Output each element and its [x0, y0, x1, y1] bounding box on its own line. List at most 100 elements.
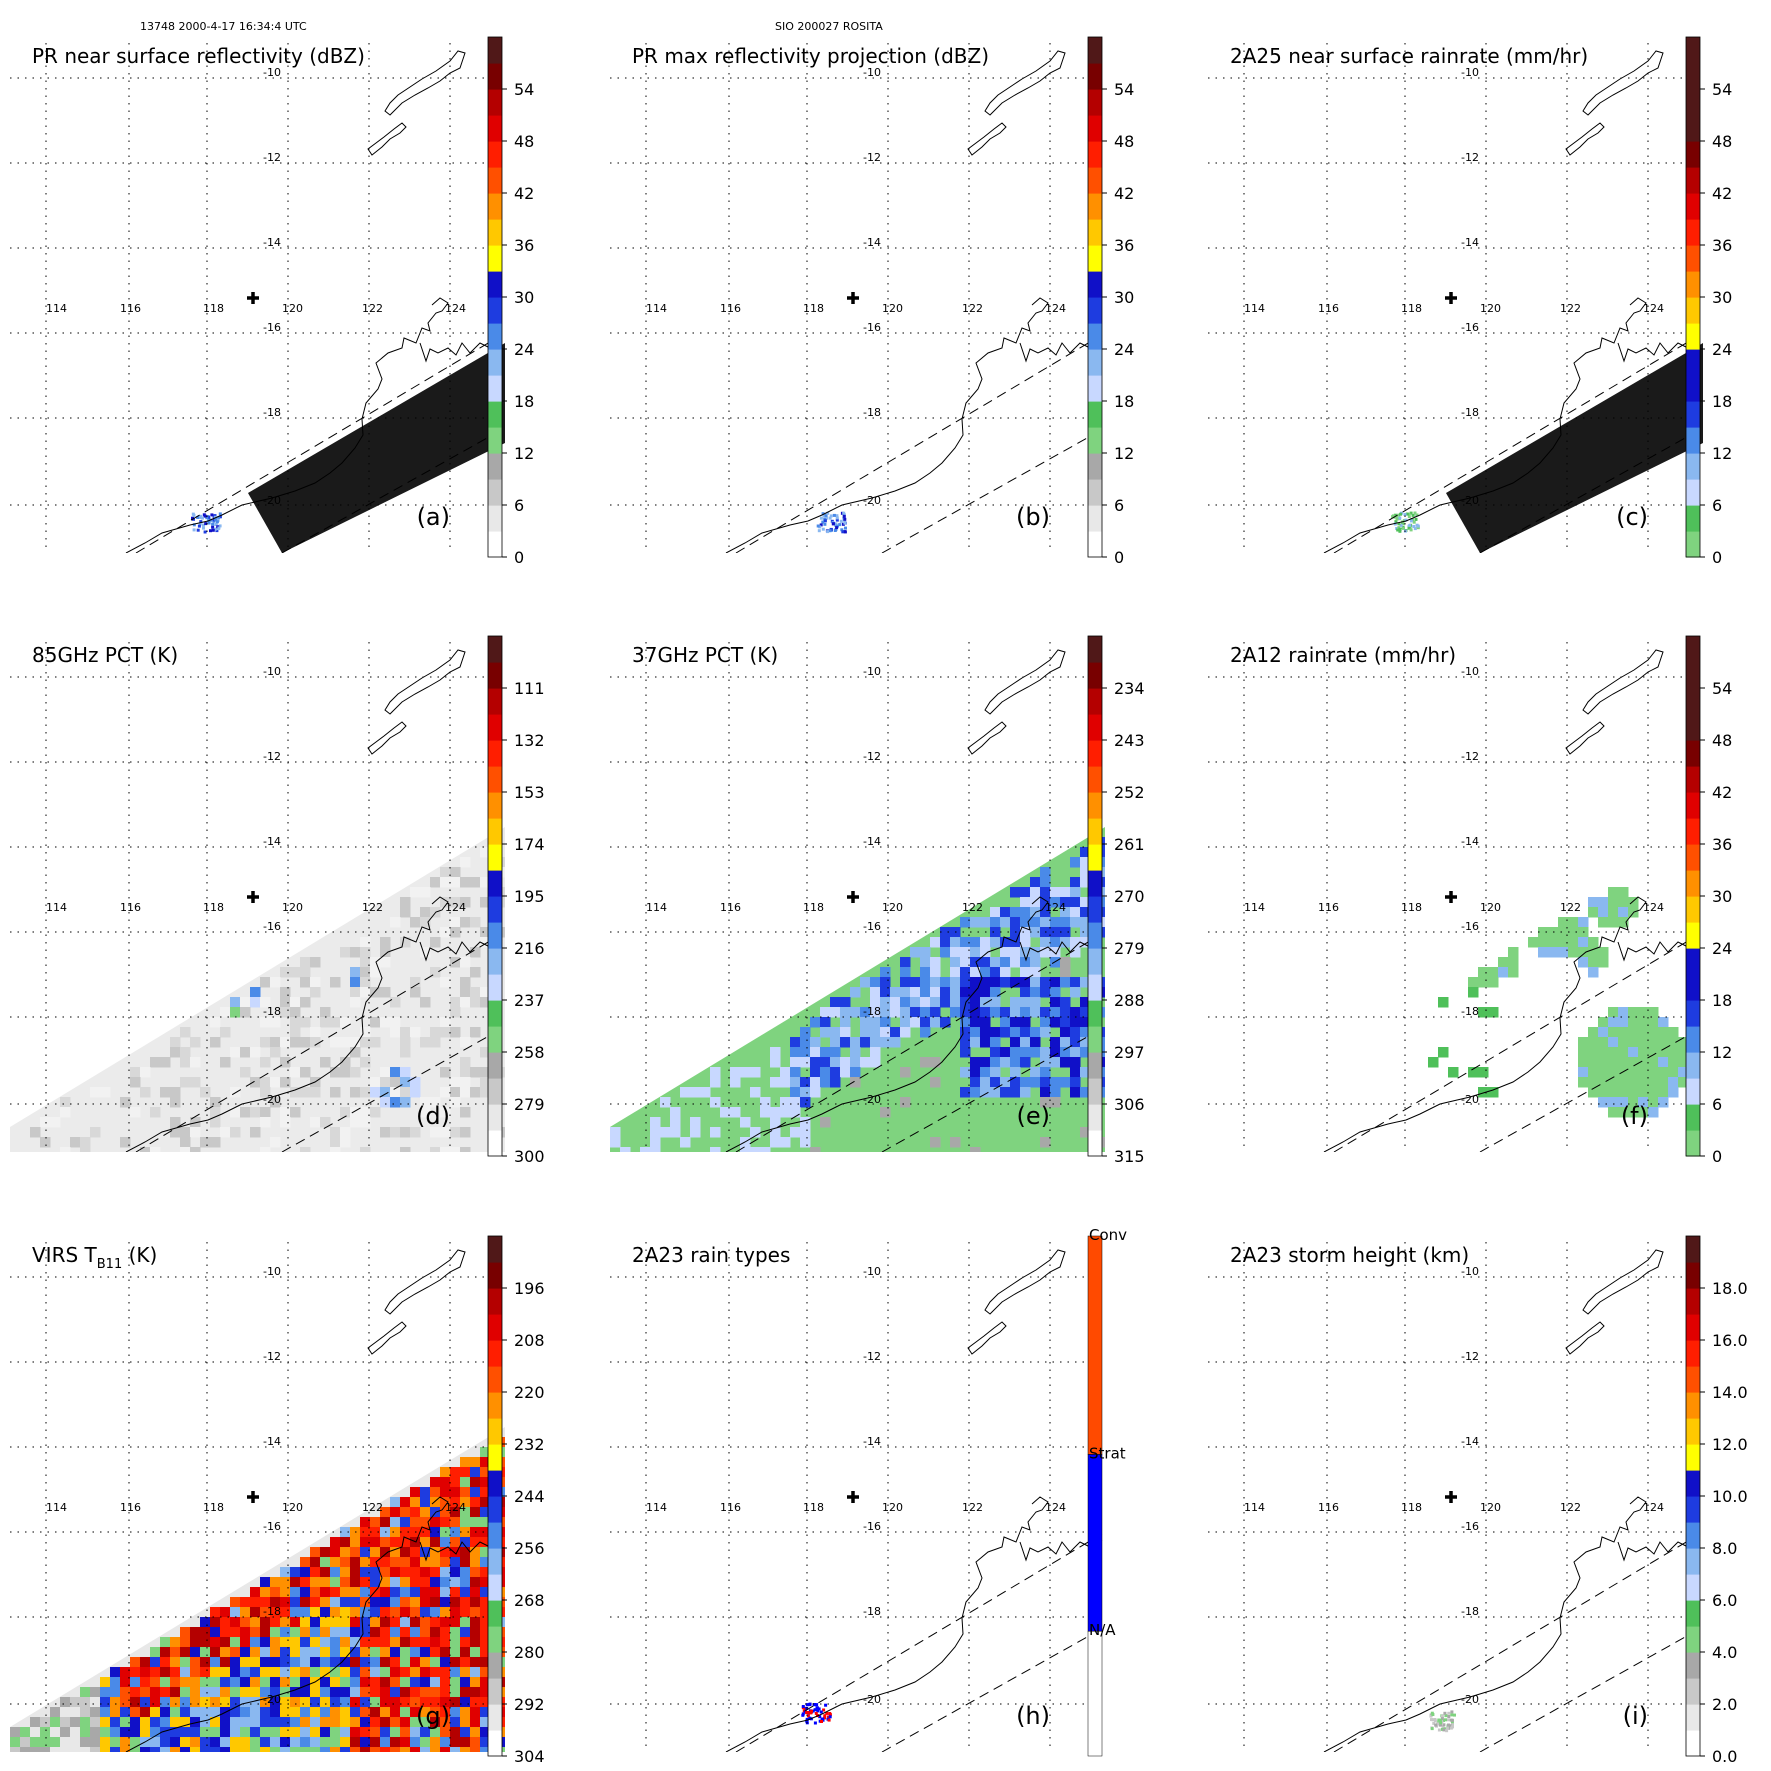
tmi-pixel — [810, 1087, 821, 1098]
colorbar-segment — [488, 974, 502, 1001]
coastline-east — [1617, 939, 1701, 962]
island-outline — [1582, 50, 1664, 116]
colorbar-segment — [1686, 818, 1700, 845]
tmi-pixel — [270, 1097, 281, 1108]
tmi-pixel — [320, 1737, 331, 1748]
tmi-pixel — [410, 1727, 421, 1738]
colorbar-segment — [488, 1026, 502, 1053]
tmi-pixel — [250, 1657, 261, 1668]
tmi-pixel — [340, 1627, 351, 1638]
tmi-pixel — [1050, 1087, 1061, 1098]
tmi-pixel — [290, 1617, 301, 1628]
tmi-pixel — [1050, 1007, 1061, 1018]
tmi-pixel — [190, 1707, 201, 1718]
tmi-pixel — [1628, 1077, 1639, 1088]
tmi-pixel — [370, 987, 381, 998]
tmi-pixel — [370, 1737, 381, 1748]
tmi-pixel — [470, 1707, 481, 1718]
colorbar-tick-label: 288 — [1114, 991, 1145, 1010]
colorbar-segment — [1686, 714, 1700, 741]
tmi-pixel — [160, 1637, 171, 1648]
rain-pixel — [824, 516, 828, 520]
tmi-pixel — [1100, 1027, 1105, 1038]
tmi-pixel — [430, 1517, 441, 1528]
tmi-pixel — [160, 1697, 171, 1708]
tmi-pixel — [220, 1637, 231, 1648]
colorbar-tick-label: 243 — [1114, 731, 1145, 750]
colorbar-tick-label: 48 — [1114, 132, 1134, 151]
colorbar-segment — [488, 636, 502, 663]
rain-pixel — [831, 522, 835, 526]
tmi-pixel — [1558, 947, 1569, 958]
tmi-pixel — [370, 1537, 381, 1548]
tmi-pixel — [1668, 1027, 1679, 1038]
tmi-pixel — [1040, 987, 1051, 998]
tmi-pixel — [40, 1117, 51, 1128]
tmi-pixel — [790, 1087, 801, 1098]
tmi-pixel — [470, 1607, 481, 1618]
tmi-pixel — [90, 1707, 101, 1718]
tmi-pixel — [930, 1077, 941, 1088]
tmi-pixel — [500, 1587, 505, 1598]
tmi-pixel — [370, 967, 381, 978]
tmi-pixel — [440, 1087, 451, 1098]
rain-pixel — [1431, 1718, 1435, 1722]
colorbar-segment — [488, 375, 502, 402]
tmi-pixel — [860, 1027, 871, 1038]
tmi-pixel — [300, 1637, 311, 1648]
panel-label: (d) — [416, 1102, 450, 1130]
tmi-pixel — [420, 947, 431, 958]
tmi-pixel — [910, 1017, 921, 1028]
tmi-pixel — [1020, 947, 1031, 958]
tmi-pixel — [470, 1487, 481, 1498]
tmi-pixel — [1498, 957, 1509, 968]
tmi-pixel — [170, 1667, 181, 1678]
tmi-pixel — [400, 1537, 411, 1548]
tmi-pixel — [310, 1607, 321, 1618]
tmi-pixel — [1100, 857, 1105, 868]
tmi-pixel — [1000, 1057, 1011, 1068]
tmi-pixel — [270, 1017, 281, 1028]
tmi-pixel — [930, 977, 941, 988]
tmi-pixel — [920, 1007, 931, 1018]
colorbar-segment — [488, 1730, 502, 1757]
colorbar-segment — [1686, 1600, 1700, 1627]
tmi-pixel — [280, 1627, 291, 1638]
tmi-pixel — [380, 1617, 391, 1628]
pr-swath-edge — [735, 332, 1105, 553]
tmi-pixel — [1588, 1077, 1599, 1088]
tmi-pixel — [130, 1667, 141, 1678]
tmi-pixel — [400, 897, 411, 908]
tmi-pixel — [360, 1087, 371, 1098]
tmi-pixel — [1010, 1037, 1021, 1048]
coastline-east — [419, 340, 503, 363]
lon-tick-label: 114 — [646, 302, 667, 315]
tmi-pixel — [360, 1597, 371, 1608]
tmi-pixel — [410, 1127, 421, 1138]
tmi-pixel — [1608, 887, 1619, 898]
island-outline — [384, 1249, 466, 1315]
tmi-pixel — [370, 1017, 381, 1028]
tmi-pixel — [980, 977, 991, 988]
rain-pixel — [805, 1711, 809, 1715]
tmi-pixel — [1668, 1087, 1679, 1098]
colorbar-segment — [1088, 922, 1102, 949]
tmi-pixel — [330, 1657, 341, 1668]
lat-tick-label: -14 — [863, 236, 881, 249]
tmi-pixel — [460, 1527, 471, 1538]
lon-tick-label: 116 — [1318, 1501, 1339, 1514]
colorbar-segment — [1686, 401, 1700, 428]
tmi-pixel — [460, 1107, 471, 1118]
colorbar-segment — [1686, 1704, 1700, 1731]
tmi-pixel — [410, 1497, 421, 1508]
tmi-pixel — [1628, 1067, 1639, 1078]
tmi-pixel — [350, 1687, 361, 1698]
tmi-pixel — [400, 1677, 411, 1688]
tmi-pixel — [160, 1087, 171, 1098]
tmi-pixel — [1598, 1047, 1609, 1058]
tmi-pixel — [440, 1747, 451, 1752]
tmi-pixel — [270, 1617, 281, 1628]
